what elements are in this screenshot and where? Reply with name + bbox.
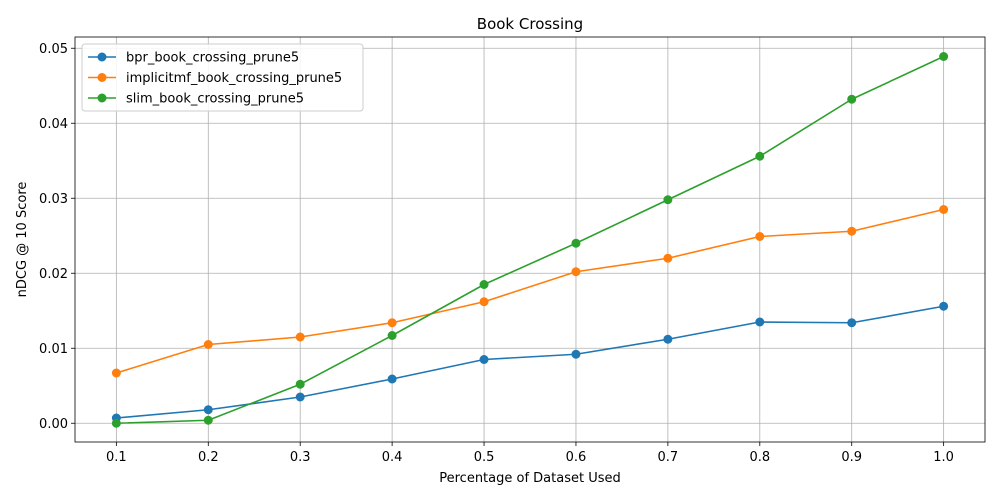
legend-box (81, 43, 364, 112)
x-tick-label: 0.5 (474, 450, 495, 465)
y-tick-label: 0.01 (39, 342, 68, 357)
x-tick-label: 0.6 (566, 450, 587, 465)
data-point (847, 318, 857, 328)
legend-label: bpr_book_crossing_prune5 (126, 51, 299, 66)
legend-item: slim_book_crossing_prune5 (88, 92, 304, 107)
legend-item: bpr_book_crossing_prune5 (88, 51, 299, 66)
chart-title: Book Crossing (477, 15, 583, 33)
y-tick-label: 0.00 (39, 417, 68, 432)
data-point (111, 418, 121, 428)
data-point (479, 355, 489, 364)
data-point (847, 226, 857, 236)
data-point (663, 195, 673, 205)
series-implicitmf_book_crossing_prune5 (111, 205, 949, 378)
data-point (755, 232, 765, 241)
data-point (203, 340, 213, 349)
x-tick-label: 0.3 (290, 450, 311, 465)
series-slim_book_crossing_prune5 (111, 52, 949, 428)
data-point (939, 52, 949, 61)
data-point (939, 205, 949, 214)
y-tick-label: 0.03 (39, 192, 68, 207)
y-tick-label: 0.02 (39, 267, 68, 282)
series-line (116, 208, 944, 374)
data-point (663, 253, 673, 263)
legend-item: implicitmf_book_crossing_prune5 (88, 71, 342, 86)
x-tick-label: 0.4 (382, 450, 403, 465)
data-point (755, 151, 765, 161)
series-bpr_book_crossing_prune5 (111, 301, 949, 423)
legend-label: implicitmf_book_crossing_prune5 (126, 71, 342, 86)
x-tick-label: 1.0 (933, 450, 954, 465)
series-line (116, 305, 944, 419)
data-point (939, 301, 949, 311)
y-tick-label: 0.04 (39, 117, 68, 132)
data-point (571, 349, 581, 359)
legend-label: slim_book_crossing_prune5 (126, 92, 304, 107)
x-tick-label: 0.1 (106, 450, 127, 465)
data-point (295, 332, 305, 342)
data-point (571, 267, 581, 277)
data-point (387, 318, 397, 328)
x-tick-label: 0.2 (198, 450, 219, 465)
data-point (387, 374, 397, 384)
data-point (111, 368, 121, 378)
x-axis-ticks: 0.1 0.2 0.3 0.4 0.5 0.6 0.7 0.8 0.9 1.0 (106, 442, 954, 465)
data-point (479, 280, 489, 289)
data-point (387, 331, 397, 340)
x-tick-label: 0.8 (749, 450, 770, 465)
data-point (479, 297, 489, 307)
legend-swatch-marker (97, 93, 107, 103)
legend-swatch-marker (97, 73, 107, 82)
data-point (295, 379, 305, 389)
x-tick-label: 0.9 (841, 450, 862, 465)
series-layer (111, 52, 949, 428)
data-point (571, 238, 581, 248)
y-axis-ticks: 0.00 0.01 0.02 0.03 0.04 0.05 (39, 42, 75, 432)
y-tick-label: 0.05 (39, 42, 68, 57)
x-tick-label: 0.7 (658, 450, 679, 465)
data-point (755, 317, 765, 327)
data-point (847, 94, 857, 104)
series-line (116, 55, 944, 425)
data-point (203, 415, 213, 425)
plot-area-frame (74, 36, 986, 443)
x-axis-label: Percentage of Dataset Used (439, 471, 621, 486)
legend: bpr_book_crossing_prune5 implicitmf_book_… (81, 43, 364, 112)
legend-swatch-marker (97, 52, 107, 62)
data-point (295, 392, 305, 402)
data-point (203, 405, 213, 415)
data-point (663, 334, 673, 344)
y-axis-label: nDCG @ 10 Score (15, 182, 30, 298)
